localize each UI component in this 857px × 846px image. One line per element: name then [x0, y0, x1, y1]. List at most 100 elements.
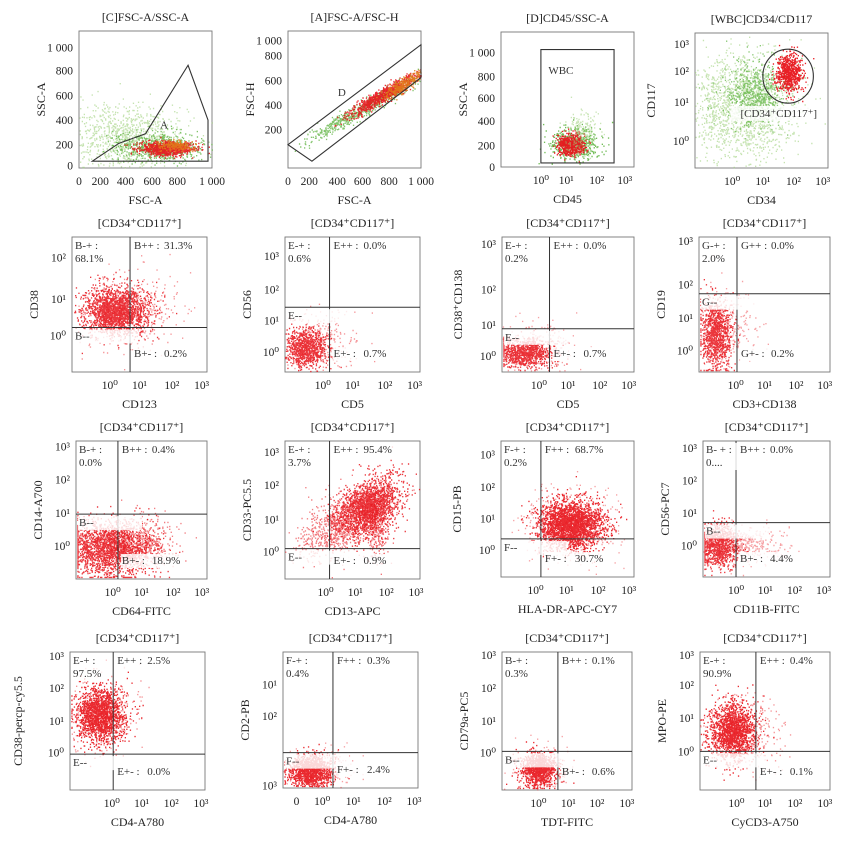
panel-title: [CD34⁺CD117⁺] — [311, 420, 395, 434]
x-tick-label: 10² — [379, 587, 395, 599]
x-tick-label: 10¹ — [561, 798, 577, 810]
panel-title: [CD34⁺CD117⁺] — [98, 216, 182, 230]
event-cloud — [520, 476, 628, 563]
y-tick-label: 10³ — [481, 650, 497, 662]
quadrant-label-lower-right-box — [560, 765, 625, 779]
quadrant-label-upper-right-value: 0.1% — [592, 655, 615, 667]
y-axis-label: CD14-A700 — [31, 480, 45, 539]
quadrant-label-upper-right: G++ : — [741, 240, 767, 252]
x-axis-label: CD3+CD138 — [732, 397, 796, 411]
x-tick-label: 10⁰ — [531, 380, 548, 392]
y-tick-label: 10⁰ — [50, 331, 67, 343]
y-tick-label: 10² — [678, 279, 694, 291]
gate-label: D — [338, 87, 346, 99]
quadrant-label-upper-right: E++ : — [760, 655, 785, 667]
quadrant-label-lower-right: F+- : — [545, 553, 567, 565]
y-tick-label: 200 — [265, 125, 283, 137]
quadrant-label-lower-right-value: 0.7% — [584, 348, 607, 360]
x-axis-label: CD45 — [553, 192, 582, 206]
y-tick-label: 1 000 — [469, 47, 495, 59]
panel-title: [C]FSC-A/SSC-A — [102, 10, 190, 24]
panel-title: [CD34⁺CD117⁺] — [723, 631, 807, 645]
event-cloud — [769, 44, 815, 103]
quadrant-label-upper-right: B++ : — [740, 444, 766, 456]
quadrant-label-lower-left: E-- — [73, 757, 87, 769]
cytometry-panel: [CD34⁺CD117⁺] G-+ :2.0% G++ : 0.0% G-- G+- : 0… — [654, 216, 833, 411]
cytometry-panel: [A]FSC-A/FSC-H D 200 400 600 800 1 000 0 200 400 6… — [243, 10, 434, 207]
quadrant-label-lower-right: E+- : — [117, 766, 139, 778]
quadrant-label-lower-left: F-- — [286, 756, 300, 768]
y-tick-label: 10³ — [679, 650, 695, 662]
x-tick-label: 10¹ — [132, 380, 148, 392]
y-tick-label: 10³ — [678, 236, 694, 248]
quadrant-label-upper-left: E-+ : — [288, 240, 310, 252]
y-axis-label: CD117 — [644, 83, 658, 117]
event-cloud — [74, 271, 178, 355]
quadrant-label-upper-right-box — [332, 443, 397, 457]
quadrant-label-upper-right-value: 68.7% — [575, 444, 603, 456]
x-tick-label: 0 — [294, 796, 300, 808]
x-tick-label: 10² — [589, 175, 605, 187]
quadrant-label-lower-left-box — [701, 295, 765, 310]
plot-frame — [287, 30, 422, 169]
y-tick-label: 10² — [481, 683, 497, 695]
quadrant-label-upper-right-box — [335, 654, 400, 668]
x-axis-label: CD11B-FITC — [733, 602, 799, 616]
y-tick-label: 10³ — [262, 780, 278, 792]
y-tick-label: 10¹ — [481, 320, 497, 332]
event-cloud — [71, 659, 150, 763]
x-tick-label: 10³ — [817, 798, 833, 810]
cytometry-panel: [CD34⁺CD117⁺]E-+ :3.7% E++ : 95.4% E-- E+- :… — [240, 420, 424, 618]
y-axis-label: CD33-PC5.5 — [240, 479, 254, 541]
y-tick-label: 10⁰ — [480, 351, 497, 363]
quadrant-label-upper-right-value: 0.0% — [770, 444, 793, 456]
quadrant-label-upper-right-box — [120, 443, 185, 457]
quadrant-label-upper-right-value: 95.4% — [364, 444, 392, 456]
quadrant-label-upper-left: B-+ : — [79, 444, 102, 456]
x-tick-label: 10¹ — [755, 176, 771, 188]
quadrant-label-upper-left-value: 0.3% — [505, 668, 528, 680]
quadrant-label-upper-left-value: 2.0% — [702, 253, 725, 265]
x-tick-label: 10¹ — [134, 587, 150, 599]
quadrant-label-lower-right-value: 0.6% — [592, 766, 615, 778]
x-tick-label: 10³ — [619, 798, 635, 810]
x-axis-label: FSC-A — [128, 193, 162, 207]
gate-label: WBC — [548, 65, 573, 77]
x-axis-label: CyCD3-A750 — [731, 815, 798, 829]
gate-label-box — [730, 105, 827, 121]
gate-wbc — [540, 48, 615, 164]
x-tick-label: 10⁰ — [728, 380, 745, 392]
quadrant-label-upper-left: E-+ : — [505, 240, 527, 252]
y-axis-label: CD15-PB — [450, 485, 464, 532]
y-tick-label: 10¹ — [678, 313, 694, 325]
quadrant-label-upper-left-value: 0.2% — [505, 253, 528, 265]
y-tick-label: 1 000 — [256, 36, 282, 48]
x-tick-label: 10¹ — [758, 798, 774, 810]
quadrant-label-lower-right-value: 18.9% — [152, 555, 180, 567]
y-tick-label: 10³ — [682, 443, 698, 455]
y-tick-label: 10⁰ — [479, 545, 496, 557]
event-cloud — [77, 505, 181, 579]
y-tick-label: 10³ — [480, 450, 496, 462]
panel-title: [A]FSC-A/FSC-H — [310, 10, 398, 24]
quadrant-label-lower-right-box — [120, 554, 185, 568]
x-tick-label: 10¹ — [758, 585, 774, 597]
quadrant-label-upper-left-value: 68.1% — [75, 253, 103, 265]
gate-d — [287, 43, 422, 162]
x-tick-label: 10³ — [407, 380, 423, 392]
panel-title: [CD34⁺CD117⁺] — [526, 216, 610, 230]
x-tick-label: 10⁰ — [104, 798, 121, 810]
quadrant-label-upper-left-box — [504, 654, 538, 681]
quadrant-label-upper-right: F++ : — [545, 444, 569, 456]
quadrant-label-lower-left-box — [74, 329, 138, 344]
quadrant-label-upper-right-box — [552, 239, 617, 253]
x-tick-label: 10⁰ — [528, 585, 545, 597]
y-tick-label: 10² — [51, 252, 67, 264]
y-tick-label: 10² — [682, 475, 698, 487]
quadrant-label-upper-right: B++ : — [122, 444, 148, 456]
quadrant-label-lower-left-box — [78, 516, 142, 531]
x-tick-label: 10⁰ — [102, 380, 119, 392]
y-axis-label: MPO-PE — [655, 699, 669, 743]
y-tick-label: 600 — [478, 93, 496, 105]
y-tick-label: 10⁰ — [480, 748, 497, 760]
